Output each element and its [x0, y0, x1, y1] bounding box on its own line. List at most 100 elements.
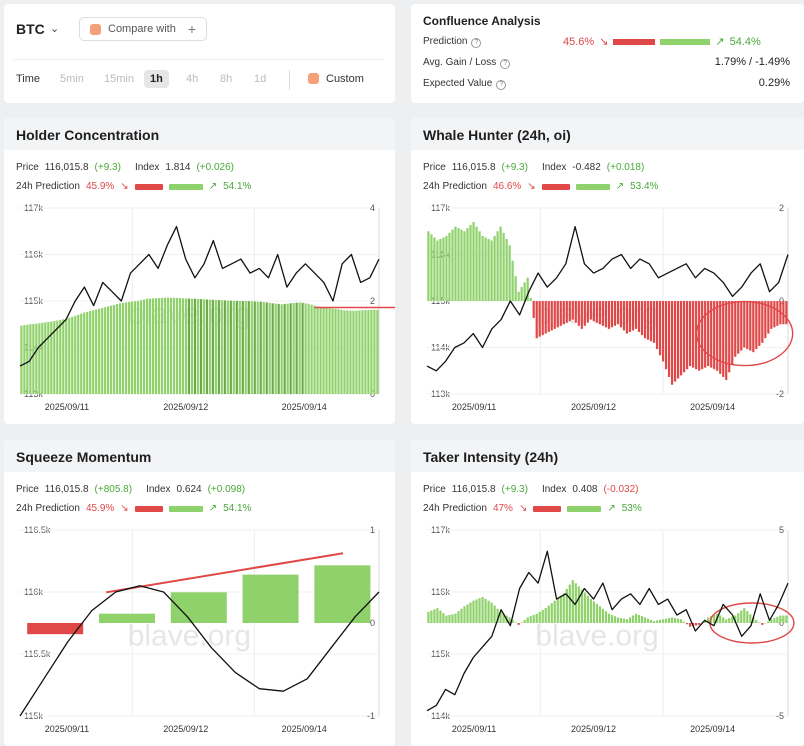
index-bar [244, 301, 247, 394]
index-bar [583, 592, 586, 623]
index-bar [782, 615, 785, 623]
gain-loss-row: Avg. Gain / Loss? [423, 57, 511, 69]
index-bar [670, 301, 674, 385]
index-bar [319, 307, 322, 394]
index-bar [749, 301, 752, 351]
index-bar [713, 614, 716, 623]
index-bar [68, 317, 71, 394]
index-bar [130, 301, 134, 394]
index-bar [142, 299, 146, 394]
index-bar [719, 301, 722, 374]
index-value: -0.482 [572, 162, 601, 173]
trend-up-icon: ↗ [715, 36, 725, 48]
index-bar [725, 619, 728, 623]
index-bar [83, 312, 86, 394]
index-bar [493, 605, 496, 623]
prediction-up-bar [168, 505, 203, 512]
index-bar [601, 608, 604, 623]
index-bar [469, 602, 472, 623]
symbol-selector[interactable]: BTC [16, 21, 45, 37]
index-bar [538, 301, 541, 337]
chevron-down-icon[interactable]: ⌄ [50, 23, 60, 35]
price-label: Price [16, 484, 39, 495]
index-bar [758, 301, 761, 346]
timeframe-15min[interactable]: 15min [104, 73, 134, 85]
expected-value-label: Expected Value [423, 78, 493, 89]
index-bar [707, 617, 710, 623]
help-icon[interactable]: ? [496, 80, 507, 90]
index-bar [767, 621, 770, 623]
index-bar [274, 303, 277, 394]
custom-timeframe-button[interactable]: Custom [306, 73, 364, 85]
index-bar [80, 313, 83, 394]
panel-title: Taker Intensity (24h) [411, 440, 804, 472]
index-bar [667, 618, 671, 623]
index-bar [337, 309, 340, 394]
index-bar [604, 301, 607, 328]
index-bar [460, 608, 463, 623]
index-bar [535, 613, 538, 623]
index-bar [427, 611, 430, 623]
index-bar [98, 308, 101, 394]
prediction-label: Prediction [423, 36, 468, 47]
index-bar [574, 301, 577, 323]
index-bar [304, 303, 307, 394]
index-change: (+0.018) [606, 162, 645, 173]
index-bar [328, 308, 331, 394]
timeframe-4h[interactable]: 4h [186, 73, 199, 85]
timeframe-8h[interactable]: 8h [220, 73, 233, 85]
index-bar [740, 610, 743, 623]
index-bar [707, 301, 710, 367]
index-bar [565, 588, 568, 623]
index-bar [463, 231, 466, 301]
prediction-down-bar [134, 183, 163, 190]
index-bar [622, 301, 626, 331]
index-bar [50, 321, 53, 394]
help-icon[interactable]: ? [500, 59, 511, 69]
index-bar [214, 299, 217, 394]
index-bar [71, 316, 74, 394]
index-bar [664, 301, 668, 370]
index-bar [151, 298, 155, 394]
index-bar [743, 608, 746, 623]
timeframe-1d[interactable]: 1d [254, 73, 267, 85]
index-bar [199, 299, 202, 394]
x-tick-label: 2025/09/14 [690, 724, 735, 734]
price-label: Price [423, 162, 446, 173]
index-bar [673, 301, 677, 382]
y-tick-right: -2 [776, 389, 784, 399]
index-bar [355, 310, 358, 394]
index-bar [499, 226, 502, 301]
help-icon[interactable]: ? [471, 38, 482, 48]
index-bar [181, 298, 185, 394]
index-bar [229, 300, 232, 394]
index-bar [430, 610, 433, 623]
timeframe-5min[interactable]: 5min [60, 73, 84, 85]
index-bar [325, 307, 328, 394]
index-bar [517, 623, 520, 625]
index-bar [451, 229, 454, 301]
index-bar [680, 301, 683, 376]
index-bar [86, 311, 89, 394]
compare-with-button[interactable]: Compare with + [79, 17, 207, 41]
index-bar [689, 301, 692, 367]
index-bar [157, 298, 161, 394]
custom-label: Custom [326, 73, 364, 85]
index-bar [785, 301, 788, 325]
index-bar [331, 308, 334, 394]
time-label: Time [16, 73, 41, 85]
whale-hunter-chart[interactable]: 117k116k115k114k113k20-22025/09/112025/0… [411, 198, 804, 424]
holder-concentration-chart[interactable]: 117k116k115k114k113k4202025/09/112025/09… [4, 198, 395, 424]
index-bar [148, 298, 152, 394]
timeframe-1h[interactable]: 1h [144, 70, 169, 88]
trend-down-icon: ↘ [120, 503, 129, 514]
panel-title: Squeeze Momentum [4, 440, 395, 472]
panel-stats: Price 116,015.8 (+9.3) Index -0.482 (+0.… [411, 150, 804, 196]
index-bar [583, 301, 586, 326]
x-tick-label: 2025/09/12 [571, 402, 616, 412]
gain-loss-value: 1.79% / -1.49% [714, 56, 790, 68]
x-tick-label: 2025/09/11 [45, 402, 89, 412]
index-bar [160, 297, 164, 394]
